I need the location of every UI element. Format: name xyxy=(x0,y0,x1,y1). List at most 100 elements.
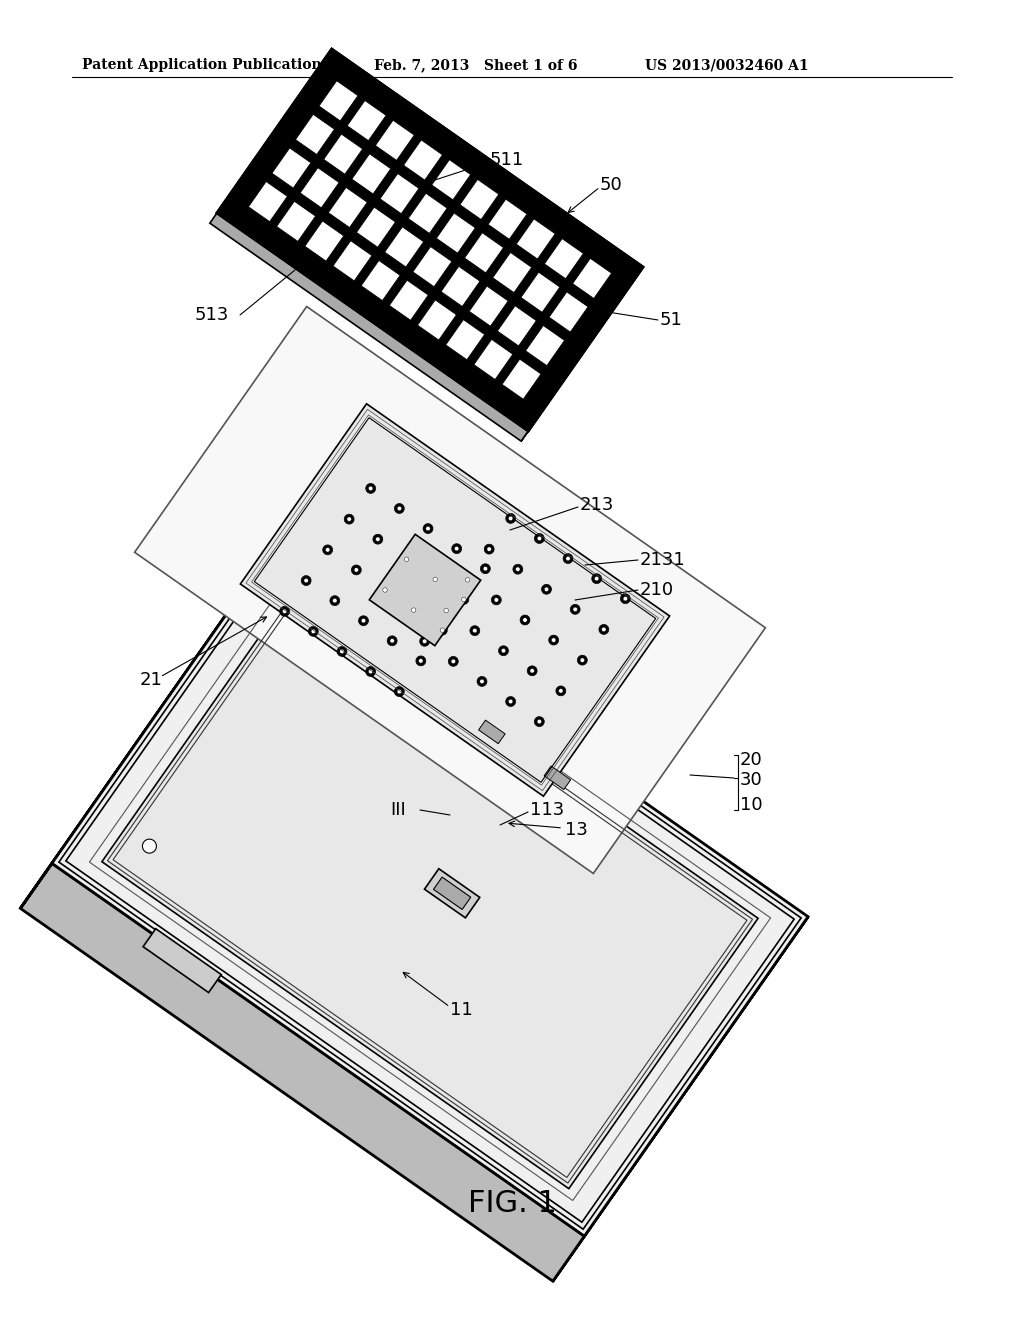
Polygon shape xyxy=(356,207,395,247)
Polygon shape xyxy=(516,568,520,572)
Polygon shape xyxy=(478,721,505,743)
Polygon shape xyxy=(283,609,287,614)
Polygon shape xyxy=(340,649,344,653)
Polygon shape xyxy=(305,220,344,261)
Polygon shape xyxy=(501,648,506,653)
Polygon shape xyxy=(495,598,499,602)
Polygon shape xyxy=(558,689,563,693)
Polygon shape xyxy=(366,667,376,676)
Text: Feb. 7, 2013   Sheet 1 of 6: Feb. 7, 2013 Sheet 1 of 6 xyxy=(374,58,578,73)
Polygon shape xyxy=(513,564,522,574)
Polygon shape xyxy=(419,659,423,663)
Polygon shape xyxy=(210,213,528,441)
Polygon shape xyxy=(509,516,513,520)
Polygon shape xyxy=(602,627,606,632)
Polygon shape xyxy=(52,544,808,1236)
Polygon shape xyxy=(352,154,391,194)
Polygon shape xyxy=(544,766,570,789)
Polygon shape xyxy=(373,535,383,544)
Polygon shape xyxy=(452,544,462,553)
Polygon shape xyxy=(463,576,472,585)
Polygon shape xyxy=(462,597,466,602)
Polygon shape xyxy=(425,869,480,917)
Polygon shape xyxy=(556,686,565,696)
Polygon shape xyxy=(466,578,470,582)
Polygon shape xyxy=(376,120,415,160)
Polygon shape xyxy=(445,319,484,359)
Polygon shape xyxy=(347,100,386,140)
Polygon shape xyxy=(276,202,315,242)
Text: 213: 213 xyxy=(580,496,614,513)
Polygon shape xyxy=(420,636,429,647)
Polygon shape xyxy=(366,483,376,494)
Polygon shape xyxy=(370,535,480,645)
Polygon shape xyxy=(351,565,361,576)
Polygon shape xyxy=(409,193,447,234)
Polygon shape xyxy=(412,607,416,612)
Polygon shape xyxy=(516,219,555,259)
Polygon shape xyxy=(361,619,366,623)
Text: 11: 11 xyxy=(450,1001,473,1019)
Text: 210: 210 xyxy=(640,581,674,599)
Polygon shape xyxy=(143,929,221,993)
Polygon shape xyxy=(592,574,601,583)
Polygon shape xyxy=(545,239,584,279)
Text: 513: 513 xyxy=(195,306,229,323)
Polygon shape xyxy=(423,524,433,533)
Polygon shape xyxy=(326,548,330,552)
Text: Patent Application Publication: Patent Application Publication xyxy=(82,58,322,73)
Polygon shape xyxy=(595,577,599,581)
Polygon shape xyxy=(535,717,544,726)
Polygon shape xyxy=(304,578,308,583)
Polygon shape xyxy=(416,656,426,665)
Polygon shape xyxy=(570,605,580,614)
Polygon shape xyxy=(311,630,315,634)
Polygon shape xyxy=(380,585,390,595)
Polygon shape xyxy=(385,227,424,267)
Polygon shape xyxy=(506,697,515,706)
Polygon shape xyxy=(470,626,479,636)
Polygon shape xyxy=(480,564,490,574)
Polygon shape xyxy=(484,544,494,554)
Polygon shape xyxy=(578,655,587,665)
Text: 30: 30 xyxy=(740,771,763,789)
Polygon shape xyxy=(347,517,351,521)
Polygon shape xyxy=(465,232,504,273)
Polygon shape xyxy=(217,49,643,430)
Polygon shape xyxy=(418,300,457,341)
Polygon shape xyxy=(403,140,442,180)
Polygon shape xyxy=(469,286,508,326)
Polygon shape xyxy=(477,676,486,686)
Polygon shape xyxy=(333,240,372,281)
Polygon shape xyxy=(102,591,758,1188)
Polygon shape xyxy=(580,657,585,663)
Polygon shape xyxy=(502,359,541,399)
Polygon shape xyxy=(387,636,397,645)
Polygon shape xyxy=(460,180,499,219)
Polygon shape xyxy=(241,404,670,796)
Polygon shape xyxy=(430,574,440,585)
Polygon shape xyxy=(521,272,560,313)
Text: 511: 511 xyxy=(490,150,524,169)
Polygon shape xyxy=(535,533,545,544)
Polygon shape xyxy=(437,626,447,635)
Polygon shape xyxy=(472,628,477,632)
Polygon shape xyxy=(599,624,608,635)
Polygon shape xyxy=(573,607,578,611)
Polygon shape xyxy=(330,595,340,606)
Polygon shape xyxy=(566,556,570,561)
Text: 2131: 2131 xyxy=(640,550,686,569)
Polygon shape xyxy=(369,669,373,673)
Polygon shape xyxy=(358,615,369,626)
Polygon shape xyxy=(487,546,492,552)
Text: 50: 50 xyxy=(600,176,623,194)
Polygon shape xyxy=(451,659,456,664)
Polygon shape xyxy=(329,187,368,227)
Polygon shape xyxy=(474,339,513,379)
Polygon shape xyxy=(483,566,487,572)
Polygon shape xyxy=(542,585,551,594)
Polygon shape xyxy=(401,554,412,564)
Polygon shape xyxy=(300,168,339,207)
Polygon shape xyxy=(492,595,501,605)
Polygon shape xyxy=(323,545,333,554)
